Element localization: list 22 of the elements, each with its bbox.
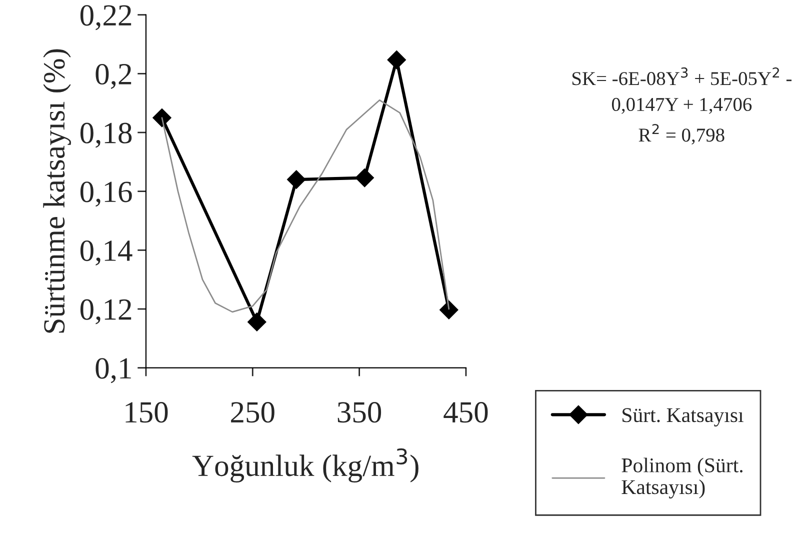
- y-tick-label: 0,22: [80, 5, 132, 30]
- text: SK= -6E-08Y$^{3}$ + 5E-05Y$^{2}$ - 0,0147Y + 1,4706 R$^{2}$ = 0,798: [572, 67, 792, 144]
- y-axis-title: Sürtünme katsayısı (%): [43, 49, 71, 333]
- x-tick-label: 150: [126, 402, 168, 423]
- point: [440, 300, 458, 320]
- legend-label: Polinom (Sürt. Katsayısı): [622, 458, 742, 498]
- x-tick-label: 450: [444, 402, 488, 423]
- point: [152, 108, 172, 128]
- y-tick-label: 0,12: [80, 299, 132, 324]
- x-tick-label: 350: [338, 402, 382, 423]
- y-tick-label: 0,16: [80, 182, 132, 207]
- point: [287, 170, 306, 189]
- y-tick-label: 0,2: [96, 64, 132, 89]
- point: [248, 312, 266, 332]
- point: [387, 50, 406, 70]
- y-tick-label: 0,18: [80, 122, 132, 148]
- point: [355, 168, 374, 188]
- x-axis-title: Yoğunluk (kg/m$^{3}$): [192, 448, 418, 482]
- x-tick-label: 250: [231, 402, 274, 423]
- y-tick-label: 0,1: [96, 358, 131, 384]
- y-tick-label: 0,14: [80, 240, 132, 266]
- legend-label: Sürt. Katsayısı: [622, 408, 744, 426]
